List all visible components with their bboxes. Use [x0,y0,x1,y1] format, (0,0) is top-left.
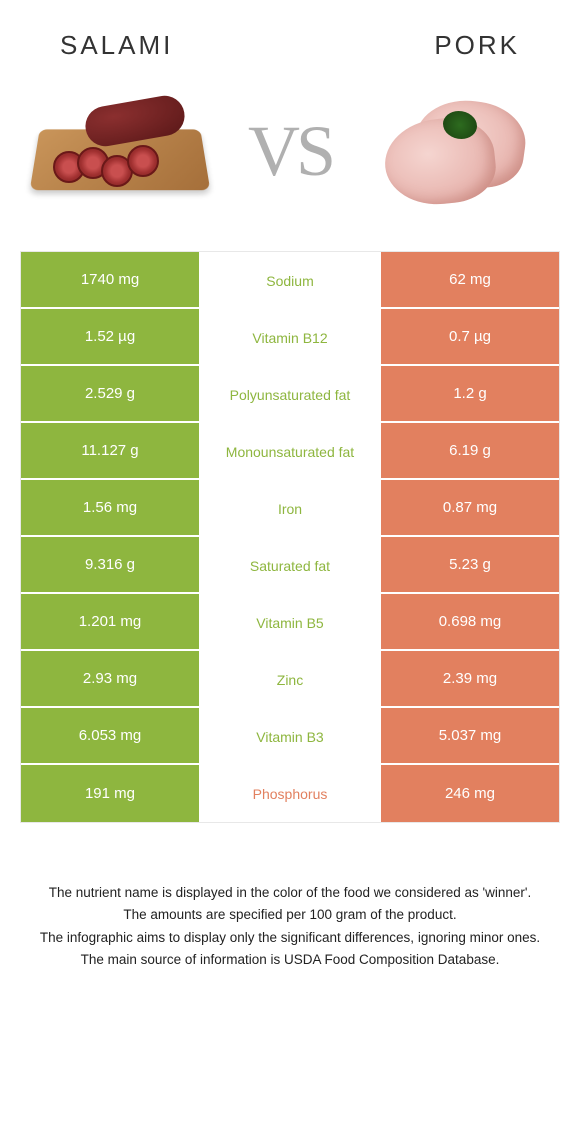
footer-line: The amounts are specified per 100 gram o… [28,905,552,925]
footer-line: The main source of information is USDA F… [28,950,552,970]
table-row: 11.127 gMonounsaturated fat6.19 g [21,423,559,480]
salami-image [30,91,210,211]
left-value-cell: 9.316 g [21,537,201,594]
table-row: 9.316 gSaturated fat5.23 g [21,537,559,594]
table-row: 6.053 mgVitamin B35.037 mg [21,708,559,765]
table-row: 1740 mgSodium62 mg [21,252,559,309]
left-food-title: Salami [60,30,173,61]
right-value-cell: 246 mg [379,765,559,822]
left-value-cell: 1.56 mg [21,480,201,537]
footer-line: The nutrient name is displayed in the co… [28,883,552,903]
right-value-cell: 5.23 g [379,537,559,594]
right-value-cell: 2.39 mg [379,651,559,708]
left-value-cell: 1740 mg [21,252,201,309]
table-row: 1.201 mgVitamin B50.698 mg [21,594,559,651]
nutrient-label: Iron [201,480,379,537]
nutrient-label: Monounsaturated fat [201,423,379,480]
nutrient-label: Phosphorus [201,765,379,822]
right-value-cell: 6.19 g [379,423,559,480]
left-value-cell: 2.93 mg [21,651,201,708]
table-row: 2.93 mgZinc2.39 mg [21,651,559,708]
left-value-cell: 6.053 mg [21,708,201,765]
right-value-cell: 5.037 mg [379,708,559,765]
table-row: 191 mgPhosphorus246 mg [21,765,559,822]
nutrient-label: Zinc [201,651,379,708]
left-value-cell: 1.201 mg [21,594,201,651]
nutrient-label: Vitamin B3 [201,708,379,765]
vs-label: VS [248,110,332,193]
nutrient-label: Vitamin B5 [201,594,379,651]
right-value-cell: 0.87 mg [379,480,559,537]
nutrient-label: Polyunsaturated fat [201,366,379,423]
footer-notes: The nutrient name is displayed in the co… [0,823,580,970]
right-value-cell: 0.7 µg [379,309,559,366]
table-row: 2.529 gPolyunsaturated fat1.2 g [21,366,559,423]
right-food-title: Pork [434,30,520,61]
left-value-cell: 191 mg [21,765,201,822]
header: Salami Pork [0,0,580,71]
pork-image [370,91,550,211]
nutrient-comparison-table: 1740 mgSodium62 mg1.52 µgVitamin B120.7 … [20,251,560,823]
left-value-cell: 11.127 g [21,423,201,480]
table-row: 1.56 mgIron0.87 mg [21,480,559,537]
left-value-cell: 1.52 µg [21,309,201,366]
vs-images-row: VS [0,71,580,251]
nutrient-label: Saturated fat [201,537,379,594]
nutrient-label: Sodium [201,252,379,309]
left-value-cell: 2.529 g [21,366,201,423]
nutrient-label: Vitamin B12 [201,309,379,366]
footer-line: The infographic aims to display only the… [28,928,552,948]
table-row: 1.52 µgVitamin B120.7 µg [21,309,559,366]
right-value-cell: 62 mg [379,252,559,309]
right-value-cell: 0.698 mg [379,594,559,651]
right-value-cell: 1.2 g [379,366,559,423]
